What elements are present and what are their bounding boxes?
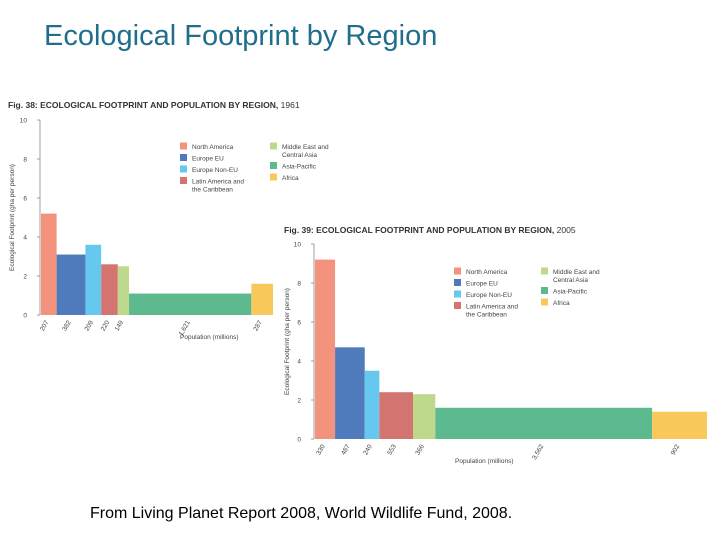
legend-swatch-latin-america-and-the-caribbean — [454, 302, 461, 309]
legend-label-europe-eu: Europe EU — [192, 156, 224, 163]
bar-asia-pacific — [435, 407, 653, 439]
x-tick-label-europe-non-eu: 209 — [84, 319, 96, 332]
bar-middle-east-and-central-asia — [413, 394, 436, 439]
y-tick-label: 10 — [294, 242, 302, 249]
x-tick-label-north-america: 207 — [39, 319, 51, 332]
x-tick-label-africa: 287 — [252, 319, 264, 332]
bar-africa — [652, 411, 707, 439]
x-tick-label-latin-america-and-the-caribbean: 220 — [100, 319, 112, 332]
legend-label-latin-america-and-the-caribbean: Latin America and — [192, 179, 244, 186]
source-caption: From Living Planet Report 2008, World Wi… — [90, 505, 513, 522]
chart-title-label: Fig. 38: ECOLOGICAL FOOTPRINT AND POPULA… — [8, 100, 278, 110]
legend-label-europe-eu: Europe EU — [466, 281, 498, 288]
x-tick-label-middle-east-and-central-asia: 149 — [114, 319, 126, 332]
y-tick-label: 10 — [20, 118, 28, 125]
legend-label-middle-east-and-central-asia: Central Asia — [553, 277, 588, 284]
chart-title: Fig. 39: ECOLOGICAL FOOTPRINT AND POPULA… — [284, 225, 576, 235]
legend-swatch-europe-non-eu — [180, 165, 187, 173]
legend-label-africa: Africa — [282, 175, 299, 182]
chart-title-year: 1961 — [278, 100, 300, 110]
x-axis-label: Population (millions) — [180, 334, 239, 341]
y-tick-label: 4 — [23, 235, 27, 242]
bar-europe-eu — [335, 347, 365, 439]
legend-swatch-africa — [541, 298, 548, 306]
legend-swatch-north-america — [454, 267, 461, 275]
legend-label-north-america: North America — [466, 269, 508, 276]
y-tick-label: 8 — [23, 157, 27, 164]
legend-swatch-asia-pacific — [270, 162, 277, 169]
y-tick-label: 6 — [23, 196, 27, 203]
chart-title-label: Fig. 39: ECOLOGICAL FOOTPRINT AND POPULA… — [284, 225, 554, 235]
y-tick-label: 6 — [297, 320, 301, 327]
legend-swatch-latin-america-and-the-caribbean — [180, 177, 187, 184]
x-tick-label-asia-pacific: 3,562 — [531, 443, 545, 461]
bar-asia-pacific — [129, 293, 252, 315]
bar-europe-eu — [56, 254, 86, 315]
legend-label-latin-america-and-the-caribbean: Latin America and — [466, 304, 518, 311]
legend-swatch-europe-non-eu — [454, 290, 461, 298]
x-tick-label-latin-america-and-the-caribbean: 553 — [386, 443, 398, 456]
legend-swatch-asia-pacific — [541, 287, 548, 294]
legend-label-middle-east-and-central-asia: Middle East and — [553, 269, 600, 276]
y-tick-label: 2 — [297, 398, 301, 405]
chart-title-year: 2005 — [554, 225, 576, 235]
bar-latin-america-and-the-caribbean — [379, 392, 413, 439]
y-tick-label: 8 — [297, 281, 301, 288]
legend-label-latin-america-and-the-caribbean: the Caribbean — [192, 187, 233, 194]
slide-title: Ecological Footprint by Region — [44, 20, 438, 52]
legend-swatch-north-america — [180, 142, 187, 150]
bar-africa — [251, 283, 273, 315]
bar-europe-non-eu — [364, 370, 380, 439]
legend-swatch-europe-eu — [180, 154, 187, 161]
legend-label-north-america: North America — [192, 144, 234, 151]
y-axis-label: Ecological Footprint (gha per person) — [284, 288, 291, 395]
bar-north-america — [41, 213, 57, 315]
legend-label-asia-pacific: Asia-Pacific — [282, 164, 317, 171]
legend-label-africa: Africa — [553, 300, 570, 307]
x-axis-label: Population (millions) — [455, 458, 514, 465]
legend-label-asia-pacific: Asia-Pacific — [553, 289, 588, 296]
legend-swatch-africa — [270, 173, 277, 181]
x-tick-label-europe-non-eu: 240 — [362, 443, 374, 456]
chart-title: Fig. 38: ECOLOGICAL FOOTPRINT AND POPULA… — [8, 100, 300, 110]
y-tick-label: 0 — [23, 313, 27, 320]
legend-swatch-middle-east-and-central-asia — [270, 142, 277, 150]
x-tick-label-europe-eu: 382 — [61, 319, 73, 332]
bar-latin-america-and-the-caribbean — [101, 264, 118, 315]
legend-label-latin-america-and-the-caribbean: the Caribbean — [466, 312, 507, 319]
y-tick-label: 2 — [23, 274, 27, 281]
y-tick-label: 0 — [297, 437, 301, 444]
legend-label-europe-non-eu: Europe Non-EU — [466, 292, 512, 299]
bar-middle-east-and-central-asia — [117, 266, 130, 315]
x-tick-label-europe-eu: 487 — [340, 443, 352, 456]
legend-label-middle-east-and-central-asia: Central Asia — [282, 152, 317, 159]
bar-europe-non-eu — [85, 244, 102, 315]
legend-label-europe-non-eu: Europe Non-EU — [192, 167, 238, 174]
x-tick-label-africa: 902 — [670, 443, 682, 456]
x-tick-label-north-america: 330 — [315, 443, 327, 456]
y-axis-label: Ecological Footprint (gha per person) — [9, 164, 16, 271]
y-tick-label: 4 — [297, 359, 301, 366]
legend-label-middle-east-and-central-asia: Middle East and — [282, 144, 329, 151]
bar-north-america — [315, 259, 336, 439]
legend-swatch-europe-eu — [454, 279, 461, 286]
x-tick-label-middle-east-and-central-asia: 366 — [414, 443, 426, 456]
legend-swatch-middle-east-and-central-asia — [541, 267, 548, 275]
